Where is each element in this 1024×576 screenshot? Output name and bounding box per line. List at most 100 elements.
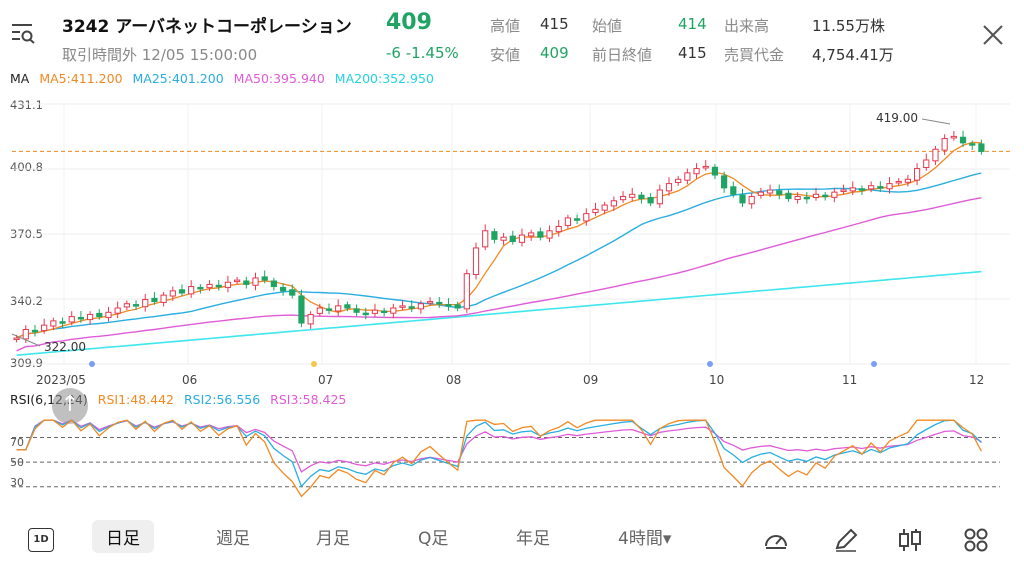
turnover-value: 4,754.41万 [812, 46, 894, 64]
ma-legend: MA MA5:411.200 MA25:401.200 MA50:395.940… [10, 71, 440, 86]
candle-body [178, 289, 186, 294]
y-tick-label: 340.2 [10, 294, 43, 308]
candle-body [555, 225, 562, 233]
candle-body [610, 200, 617, 207]
candle-body [969, 143, 976, 146]
candle-body [757, 191, 764, 196]
y-tick-label: 431.1 [10, 98, 43, 112]
bottom-toolbar: 1D 日足 週足 月足 Q足 年足 4時間▾ [0, 514, 1024, 564]
candle-body [950, 135, 957, 139]
candle-body [592, 208, 599, 214]
rsi1-legend: RSI1:48.442 [97, 392, 174, 407]
rsi3-line [16, 419, 982, 473]
candle-body [711, 166, 719, 176]
max-price-annotation: 419.00 [876, 111, 918, 125]
turnover-label: 売買代金 [724, 46, 785, 64]
candle-body [702, 165, 709, 169]
high-value: 415 [540, 15, 569, 33]
candle-body [564, 217, 572, 226]
list-search-icon[interactable] [10, 20, 36, 46]
candle-body [877, 186, 884, 189]
event-marker [707, 361, 713, 367]
candle-body [445, 304, 452, 307]
candle-body [335, 305, 342, 312]
candle-body [399, 305, 406, 308]
close-icon[interactable] [982, 24, 1004, 46]
rsi2-line [16, 419, 982, 488]
candle-body [105, 311, 112, 318]
gauge-icon[interactable] [762, 526, 790, 554]
tab-daily[interactable]: 日足 [92, 520, 154, 553]
candle-body [675, 178, 682, 184]
candle-body [362, 312, 369, 316]
rsi2-legend: RSI2:56.556 [183, 392, 261, 407]
add-indicator-button[interactable]: ↑ [52, 388, 88, 424]
tab-weekly[interactable]: 週足 [216, 529, 250, 549]
candle-body [13, 337, 20, 341]
event-marker [871, 361, 877, 367]
candle-body [87, 313, 94, 321]
candle-body [77, 316, 85, 320]
candle-body [234, 279, 241, 283]
candle-body [371, 309, 379, 314]
rsi-chart[interactable] [0, 415, 1024, 505]
timeframe-1d-button[interactable]: 1D [28, 528, 54, 552]
candle-body [41, 324, 48, 332]
candle-body [132, 304, 140, 307]
ma5-line [16, 141, 982, 339]
ma5-legend: MA5:411.200 [39, 71, 123, 86]
candle-body [261, 276, 268, 281]
rsi1-line [16, 419, 982, 498]
candle-body [656, 189, 663, 205]
candle-body [96, 312, 103, 318]
price-chart[interactable] [0, 92, 1024, 372]
candle-body [270, 280, 277, 288]
open-value: 414 [678, 15, 707, 33]
rsi-y-tick: 70 [10, 436, 24, 449]
candle-body [684, 172, 691, 181]
candle-body [224, 281, 232, 288]
candle-body [436, 301, 443, 305]
tab-yearly[interactable]: 年足 [516, 529, 550, 549]
candle-body [546, 230, 553, 239]
ma-legend-label: MA [10, 71, 30, 86]
candle-body [776, 190, 783, 195]
stock-name: アーバネットコーポレーション [115, 17, 352, 37]
candle-body [941, 138, 948, 151]
x-tick-label: 12 [969, 373, 985, 387]
grid-menu-icon[interactable] [962, 526, 990, 554]
candle-body [390, 307, 397, 314]
candlestick-icon[interactable] [896, 526, 924, 554]
candle-body [803, 196, 810, 200]
x-tick-label: 11 [842, 373, 858, 387]
tab-4hour[interactable]: 4時間▾ [618, 529, 672, 549]
x-tick-label: 10 [709, 373, 725, 387]
candle-body [849, 187, 856, 192]
candle-body [188, 286, 195, 295]
candle-body [923, 159, 930, 168]
pencil-icon[interactable] [832, 526, 860, 554]
candle-body [904, 178, 911, 183]
ma25-legend: MA25:401.200 [132, 71, 224, 86]
tab-monthly[interactable]: 月足 [316, 529, 350, 549]
candle-body [665, 183, 673, 192]
candle-body [114, 307, 121, 314]
trading-status: 取引時間外 12/05 15:00:00 [62, 46, 258, 64]
candle-body [197, 286, 204, 290]
candle-body [289, 289, 296, 296]
candle-body [142, 298, 149, 308]
stock-code: 3242 [62, 17, 110, 37]
candle-body [353, 308, 360, 313]
x-tick-label: 08 [446, 373, 462, 387]
tab-quarterly[interactable]: Q足 [418, 529, 449, 549]
candle-body [426, 301, 434, 304]
prev-close-value: 415 [678, 44, 707, 62]
candle-body [868, 185, 875, 190]
candle-body [169, 290, 176, 297]
candle-body [509, 235, 516, 243]
candle-body [831, 191, 838, 198]
candle-body [812, 193, 820, 199]
candle-body [206, 283, 213, 289]
candle-body [858, 188, 866, 191]
candle-body [619, 195, 627, 201]
